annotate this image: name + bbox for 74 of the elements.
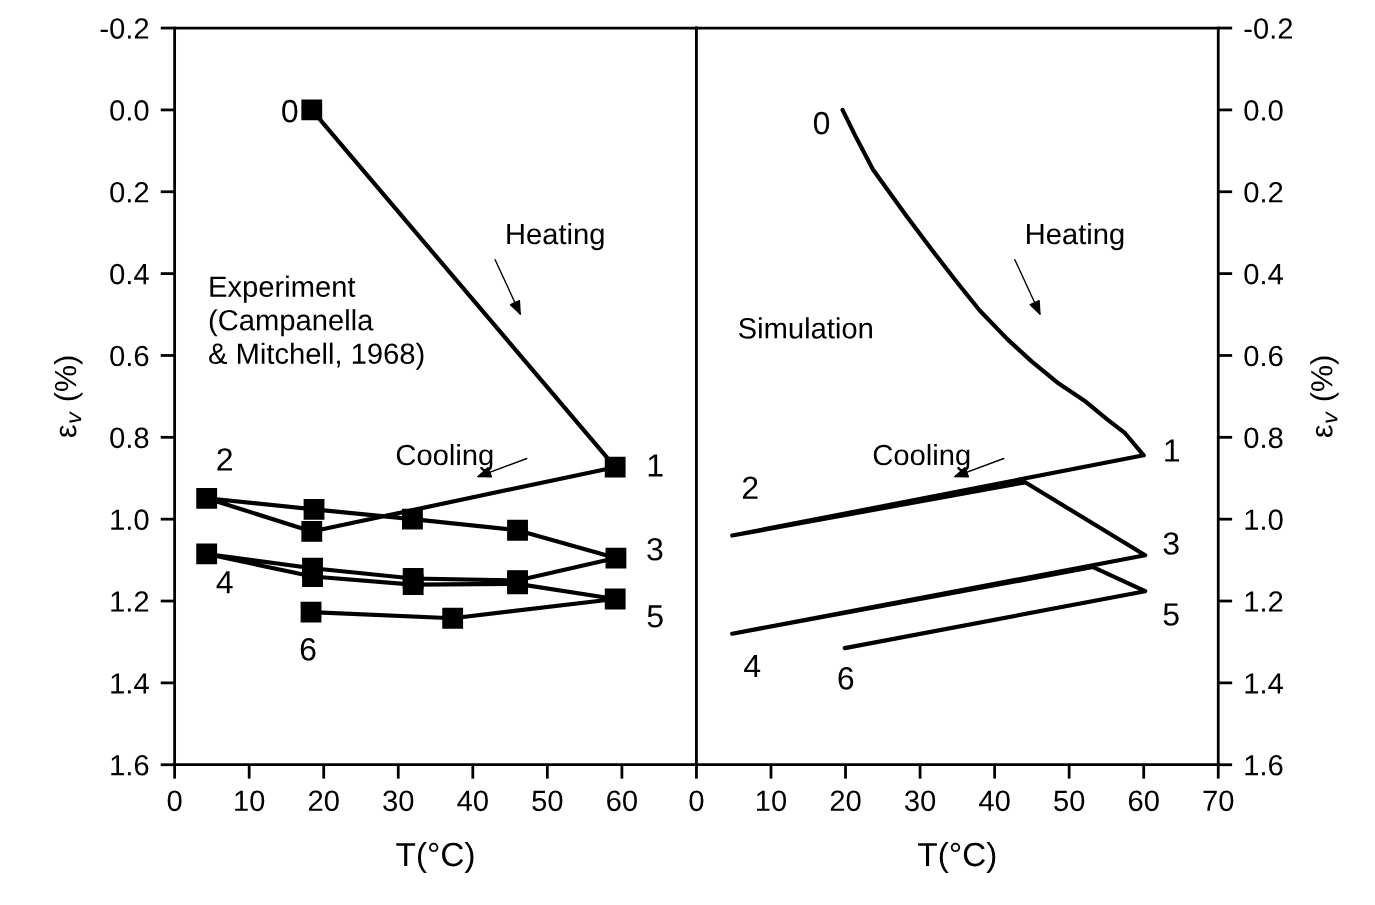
annotation: 1 — [648, 454, 663, 477]
y-tick-label: 1.2 — [111, 591, 149, 612]
y-tick-label: 0.4 — [1244, 263, 1283, 285]
annotation: 6 — [838, 667, 854, 690]
annotation: Experiment (Campanella & Mitchell, 1968) — [209, 275, 424, 370]
y-axis-title: ε$_{v}$ (%) — [1310, 356, 1339, 438]
y-tick-label: 1.0 — [1245, 509, 1283, 531]
y-tick-label: 1.0 — [111, 509, 149, 531]
x-axis-title: T(°C) — [918, 841, 996, 873]
x-tick-label: 0 — [167, 790, 182, 812]
y-tick-label: 0.6 — [110, 345, 149, 367]
annotation: Simulation — [738, 317, 872, 339]
y-tick-label: 1.6 — [111, 754, 149, 776]
point — [196, 543, 218, 565]
y-tick-label: -0.2 — [1244, 18, 1293, 39]
annotation: Cooling — [873, 443, 970, 472]
x-axis-title: T(°C) — [396, 841, 474, 873]
annotation: 4 — [744, 655, 761, 678]
annotation: 0 — [813, 111, 830, 135]
point — [605, 547, 627, 569]
annotation: 3 — [1163, 532, 1179, 555]
point — [196, 487, 218, 509]
annotation: Heating — [507, 222, 604, 251]
point — [442, 607, 464, 629]
point — [604, 588, 626, 610]
x-tick-label: 10 — [756, 790, 787, 812]
y-tick-label: 1.4 — [1245, 673, 1283, 694]
annotation: 5 — [647, 605, 663, 628]
y-tick-label: 0.6 — [1244, 345, 1283, 367]
annotation: 2 — [742, 476, 758, 499]
y-tick-label: 1.6 — [1245, 754, 1283, 776]
x-tick-label: 30 — [904, 790, 936, 812]
x-tick-label: 60 — [1128, 790, 1159, 812]
y-tick-label: 0.8 — [1244, 427, 1283, 449]
point — [302, 566, 323, 587]
point — [507, 519, 528, 541]
annotation: Heating — [1027, 222, 1124, 251]
x-tick-label: 30 — [383, 790, 414, 812]
annotation: 0 — [282, 99, 298, 123]
annotation: 1 — [1165, 439, 1180, 462]
y-tick-label: 1.4 — [111, 673, 149, 694]
y-tick-label: 0.4 — [110, 263, 149, 285]
y-tick-label: 0.2 — [110, 181, 149, 203]
annotation: 6 — [300, 638, 316, 661]
point — [300, 601, 322, 623]
x-tick-label: 10 — [235, 790, 265, 812]
x-tick-label: 20 — [308, 790, 339, 812]
point — [402, 574, 424, 596]
x-tick-label: 50 — [532, 790, 563, 812]
x-tick-label: 40 — [979, 790, 1010, 812]
annotation: 4 — [216, 571, 233, 594]
y-axis-title: ε$_{v}$ (%) — [53, 356, 83, 438]
annotation: 5 — [1163, 603, 1179, 626]
x-tick-label: 70 — [1203, 790, 1234, 812]
point — [604, 456, 626, 478]
y-tick-label: 1.2 — [1245, 591, 1283, 612]
x-tick-label: 20 — [830, 790, 861, 812]
point — [402, 508, 423, 530]
y-tick-label: -0.2 — [100, 18, 149, 39]
annotation: Cooling — [396, 443, 493, 472]
x-tick-label: 40 — [457, 790, 488, 812]
point — [301, 99, 323, 121]
annotation: 2 — [217, 448, 232, 471]
y-tick-label: 0.0 — [1244, 100, 1283, 121]
y-tick-label: 0.2 — [1244, 181, 1283, 203]
y-tick-label: 0.0 — [110, 100, 149, 121]
line-series — [730, 107, 1148, 651]
annotation: 3 — [647, 538, 663, 561]
x-tick-label: 60 — [607, 790, 637, 812]
x-tick-label: 50 — [1054, 790, 1085, 812]
point — [303, 498, 325, 520]
y-tick-label: 0.8 — [110, 427, 149, 449]
x-tick-label: 0 — [689, 790, 704, 812]
point — [301, 521, 323, 542]
